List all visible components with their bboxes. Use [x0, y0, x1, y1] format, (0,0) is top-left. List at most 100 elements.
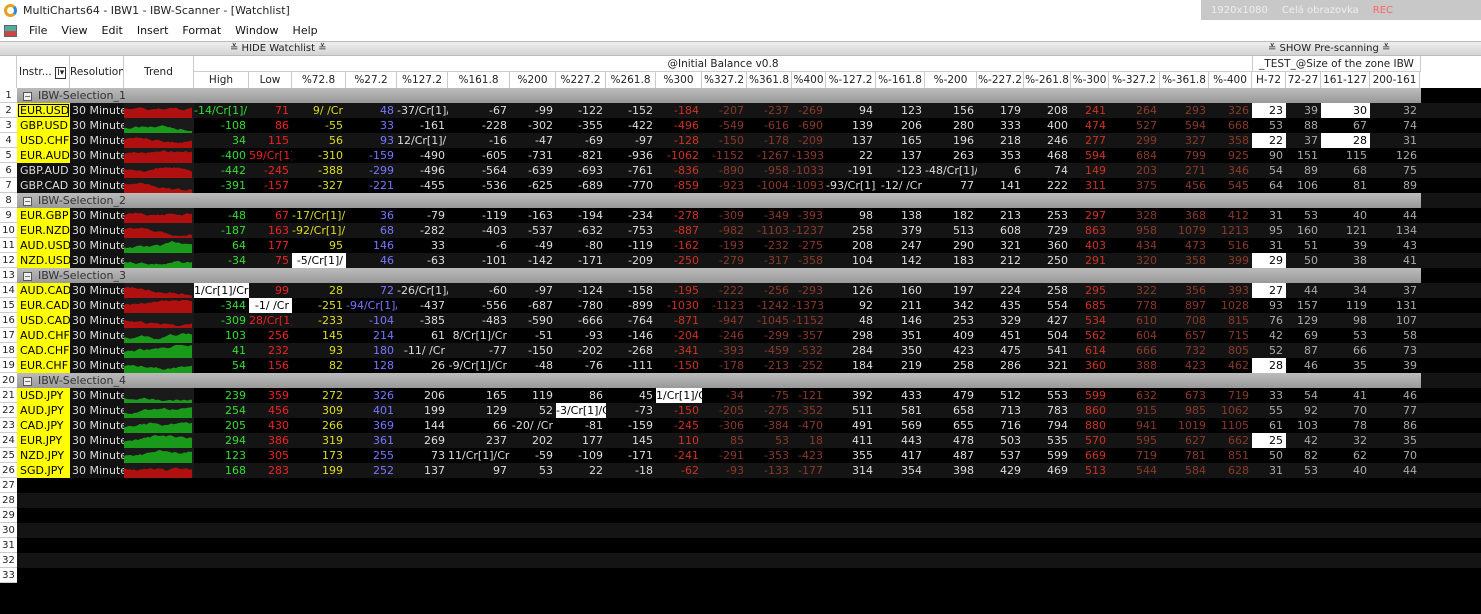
value-cell[interactable]: -59 — [535, 449, 553, 462]
value-cell[interactable]: -1062 — [667, 149, 699, 162]
value-cell[interactable]: -1242 — [757, 299, 789, 312]
value-cell[interactable]: 53 — [775, 434, 789, 447]
value-cell[interactable]: -97 — [535, 284, 553, 297]
value-cell[interactable]: 581 — [901, 404, 922, 417]
value-cell[interactable]: 729 — [1047, 224, 1068, 237]
value-cell[interactable]: 280 — [953, 119, 974, 132]
value-cell[interactable]: 139 — [852, 119, 873, 132]
value-cell[interactable]: 163 — [268, 224, 289, 237]
value-cell[interactable]: 71 — [275, 104, 289, 117]
value-cell[interactable]: -388 — [318, 164, 343, 177]
value-cell[interactable]: 570 — [1085, 434, 1106, 447]
value-cell[interactable]: -279 — [719, 254, 744, 267]
value-cell[interactable]: 941 — [1136, 419, 1157, 432]
value-cell[interactable]: 599 — [1085, 389, 1106, 402]
value-cell[interactable]: 897 — [1185, 299, 1206, 312]
value-cell[interactable]: -79 — [427, 209, 445, 222]
value-cell[interactable]: -62 — [681, 464, 699, 477]
value-cell[interactable]: 92 — [1304, 404, 1318, 417]
value-cell[interactable]: 1213 — [1221, 224, 1249, 237]
value-cell[interactable]: 314 — [852, 464, 873, 477]
value-cell[interactable]: 716 — [1000, 419, 1021, 432]
value-cell[interactable]: 599 — [1047, 449, 1068, 462]
value-cell[interactable]: -221 — [369, 179, 394, 192]
value-cell[interactable]: 291 — [1085, 254, 1106, 267]
value-cell[interactable]: -92/Cr[1]/ — [292, 224, 346, 237]
instrument-cell[interactable]: CAD.CHF — [17, 343, 70, 358]
value-cell[interactable]: 144 — [424, 419, 445, 432]
value-cell[interactable]: 604 — [1136, 329, 1157, 342]
value-cell[interactable]: 8/Cr[1]/Cr — [452, 329, 507, 342]
value-cell[interactable]: 70 — [1353, 404, 1367, 417]
value-cell[interactable]: -178 — [719, 359, 744, 372]
value-cell[interactable]: -770 — [628, 179, 653, 192]
value-cell[interactable]: 851 — [1228, 449, 1249, 462]
value-cell[interactable]: 320 — [1136, 254, 1157, 267]
value-cell[interactable]: 512 — [1000, 389, 1021, 402]
resolution-cell[interactable]: 30 Minutes — [70, 403, 124, 418]
value-cell[interactable]: -923 — [719, 179, 744, 192]
value-cell[interactable]: -14/Cr[1]/ — [194, 104, 248, 117]
value-cell[interactable]: -302 — [528, 119, 553, 132]
value-cell[interactable]: 54 — [1269, 164, 1283, 177]
resolution-cell[interactable]: 30 Minutes — [70, 328, 124, 343]
instrument-cell[interactable]: EUR.CHF — [17, 358, 70, 373]
value-cell[interactable]: 103 — [1297, 419, 1318, 432]
value-cell[interactable]: 53 — [1269, 119, 1283, 132]
value-cell[interactable]: 177 — [582, 434, 603, 447]
value-cell[interactable]: 553 — [1047, 389, 1068, 402]
menu-view[interactable]: View — [61, 24, 88, 37]
value-cell[interactable]: 40 — [1353, 464, 1367, 477]
value-cell[interactable]: 41 — [1403, 254, 1417, 267]
value-cell[interactable]: -731 — [528, 149, 553, 162]
value-cell[interactable]: -687 — [528, 299, 553, 312]
value-cell[interactable]: -99 — [535, 104, 553, 117]
value-cell[interactable]: -1123 — [712, 299, 744, 312]
table-row[interactable]: 31 — [0, 538, 1481, 553]
hide-watchlist-button[interactable]: ≚ HIDE Watchlist ≚ — [230, 43, 327, 54]
column-header[interactable]: High — [194, 72, 249, 88]
value-cell[interactable]: 264 — [1136, 104, 1157, 117]
value-cell[interactable]: 346 — [1228, 164, 1249, 177]
value-cell[interactable]: 321 — [1000, 239, 1021, 252]
value-cell[interactable]: 89 — [1304, 164, 1318, 177]
value-cell[interactable]: 93 — [380, 134, 394, 147]
value-cell[interactable]: 177 — [268, 239, 289, 252]
value-cell[interactable]: -400 — [221, 149, 246, 162]
value-cell[interactable]: 403 — [1085, 239, 1106, 252]
value-cell[interactable]: 12/Cr[1]/ — [397, 134, 447, 147]
value-cell[interactable]: -393 — [719, 344, 744, 357]
value-cell[interactable]: 54 — [1304, 389, 1318, 402]
collapse-icon[interactable]: − — [23, 271, 32, 281]
value-cell[interactable]: -60 — [489, 284, 507, 297]
value-cell[interactable]: 511 — [852, 404, 873, 417]
menu-insert[interactable]: Insert — [136, 24, 169, 37]
value-cell[interactable]: 360 — [1085, 359, 1106, 372]
value-cell[interactable]: 880 — [1085, 419, 1106, 432]
value-cell[interactable]: 208 — [852, 239, 873, 252]
instrument-cell[interactable]: EUR.USD — [17, 103, 70, 118]
value-cell[interactable]: -146 — [628, 329, 653, 342]
value-cell[interactable]: 6 — [1014, 164, 1021, 177]
resolution-cell[interactable]: 30 Minutes — [70, 178, 124, 193]
value-cell[interactable]: 713 — [1000, 404, 1021, 417]
value-cell[interactable]: 255 — [373, 449, 394, 462]
value-cell[interactable]: 434 — [1136, 239, 1157, 252]
value-cell[interactable]: 40 — [1353, 209, 1367, 222]
value-cell[interactable]: -899 — [628, 299, 653, 312]
value-cell[interactable]: 35 — [1353, 359, 1367, 372]
value-cell[interactable]: -341 — [674, 344, 699, 357]
value-cell[interactable]: 328 — [1136, 209, 1157, 222]
column-header[interactable]: %161.8 — [448, 72, 510, 88]
value-cell[interactable]: 708 — [1185, 314, 1206, 327]
column-header[interactable]: %400 — [792, 72, 826, 88]
value-cell[interactable]: 28 — [1321, 133, 1370, 148]
value-cell[interactable]: 350 — [901, 344, 922, 357]
value-cell[interactable]: 78 — [1353, 419, 1367, 432]
value-cell[interactable]: 180 — [373, 344, 394, 357]
value-cell[interactable]: 805 — [1228, 344, 1249, 357]
value-cell[interactable]: 22 — [589, 464, 603, 477]
value-cell[interactable]: 62 — [1353, 449, 1367, 462]
